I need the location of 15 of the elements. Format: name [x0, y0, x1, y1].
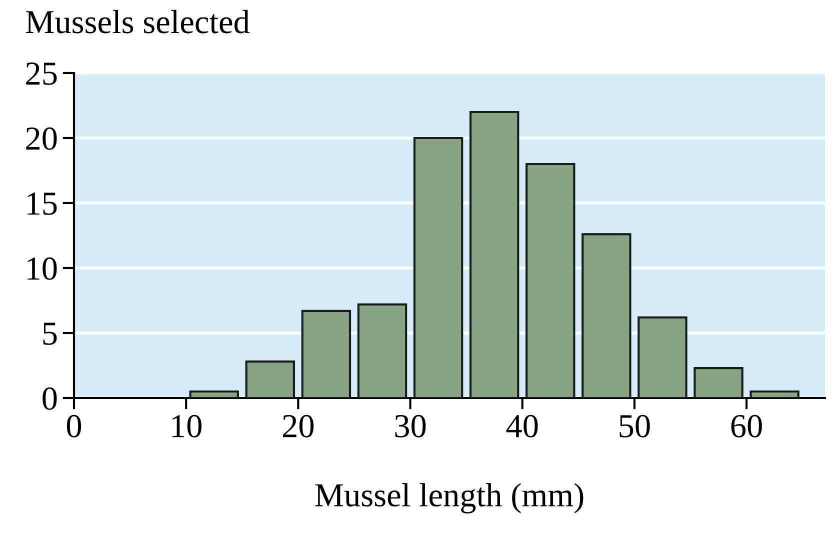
- y-tick-label: 20: [26, 127, 57, 150]
- y-axis-title: Mussels selected: [26, 10, 250, 34]
- x-tick-label: 60: [731, 414, 762, 438]
- x-tick-label: 50: [620, 414, 650, 438]
- y-tick-label: 5: [43, 322, 57, 345]
- x-axis-title: Mussel length (mm): [315, 483, 584, 514]
- y-tick-label: 0: [42, 387, 57, 410]
- x-tick-label: 10: [172, 414, 202, 438]
- x-tick-label: 20: [282, 414, 314, 438]
- y-tick-label: 10: [28, 257, 57, 280]
- y-tick-label: 15: [28, 192, 57, 215]
- x-tick-label: 0: [66, 414, 82, 438]
- x-tick-label: 30: [395, 414, 426, 438]
- y-tick-label: 25: [26, 62, 57, 85]
- x-tick-label: 40: [506, 414, 538, 438]
